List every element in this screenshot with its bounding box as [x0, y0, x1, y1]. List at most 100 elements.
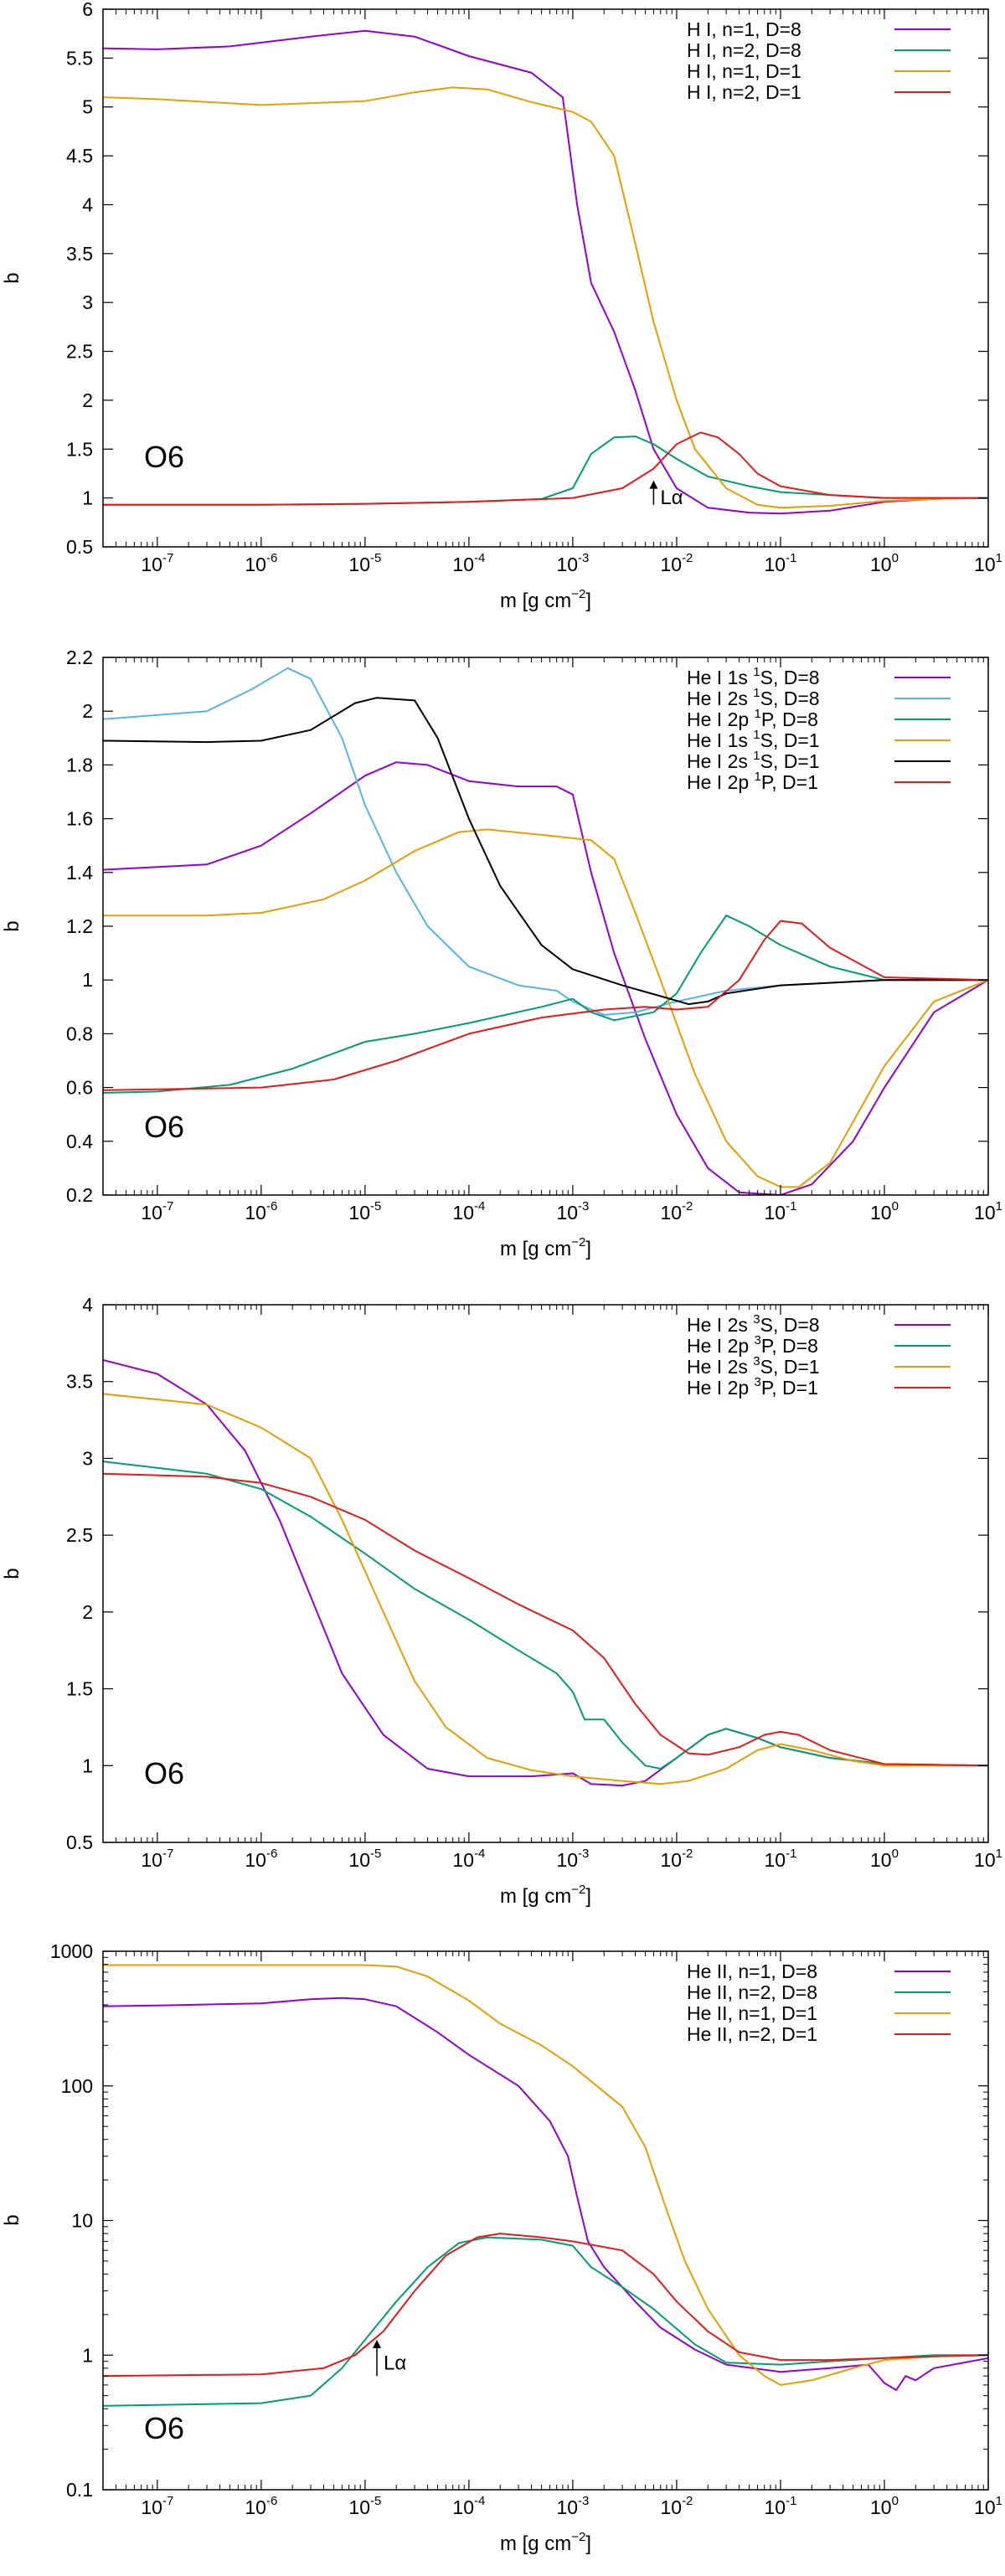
x-tick-label: 100: [870, 1847, 899, 1871]
x-tick-label: 10-4: [452, 2494, 485, 2518]
series-line-6: [103, 920, 988, 1091]
y-axis-title: b: [1, 272, 23, 283]
model-label: O6: [144, 2411, 184, 2445]
y-tick-label: 1000: [50, 1940, 93, 1962]
plot-frame: [102, 1304, 989, 1843]
series-line-2: [103, 1461, 988, 1770]
legend-entry-label: He I 2p 1P, D=8: [687, 707, 818, 730]
legend-entry-label: He II, n=2, D=8: [687, 1981, 817, 2003]
y-tick-label: 4.5: [66, 145, 93, 167]
y-axis-title: b: [1, 2214, 23, 2225]
legend-entry-label: H I, n=2, D=8: [687, 39, 801, 61]
model-label: O6: [144, 1756, 184, 1790]
y-tick-label: 0.5: [66, 1832, 93, 1853]
legend-entry-label: He I 2s 1S, D=8: [687, 686, 820, 709]
y-tick-label: 100: [61, 2075, 93, 2097]
model-label: O6: [144, 1110, 184, 1144]
legend-entry-label: He I 2p 3P, D=1: [687, 1375, 818, 1399]
plot-frame: [102, 1950, 989, 2491]
legend-entry-label: He I 2p 3P, D=8: [687, 1333, 818, 1357]
series-line-5: [103, 697, 988, 1006]
x-tick-label: 101: [974, 1199, 1002, 1224]
y-tick-label: 0.4: [66, 1131, 93, 1152]
y-tick-label: 2: [82, 389, 93, 411]
legend-entry-label: He I 1s 1S, D=1: [687, 728, 820, 751]
y-tick-label: 1: [82, 487, 93, 509]
y-tick-label: 0.5: [66, 536, 93, 558]
series-line-3: [103, 86, 988, 509]
y-tick-label: 6: [82, 0, 93, 20]
y-tick-label: 10: [71, 2210, 93, 2232]
y-tick-label: 0.8: [66, 1023, 93, 1044]
y-tick-label: 0.1: [66, 2479, 93, 2501]
x-tick-label: 10-3: [556, 1847, 589, 1871]
x-tick-label: 10-4: [452, 551, 485, 575]
plot-frame: [102, 8, 989, 548]
x-tick-label: 10-1: [764, 551, 796, 575]
series-line-2: [103, 2236, 988, 2407]
x-tick-label: 10-5: [348, 1847, 381, 1871]
x-tick-label: 101: [974, 1847, 1002, 1871]
legend-entry-label: H I, n=1, D=8: [687, 18, 801, 40]
series-line-2: [103, 667, 988, 1016]
x-axis-title: m [g cm−2]: [500, 587, 591, 612]
model-label: O6: [144, 440, 184, 474]
y-tick-label: 1: [82, 1754, 93, 1776]
legend-entry-label: H I, n=2, D=1: [687, 81, 801, 103]
x-tick-label: 10-7: [141, 551, 173, 575]
x-tick-label: 10-2: [660, 551, 693, 575]
y-tick-label: 0.2: [66, 1184, 93, 1206]
y-tick-label: 3.5: [66, 243, 93, 265]
x-tick-label: 10-4: [452, 1199, 485, 1224]
x-tick-label: 100: [870, 1199, 899, 1224]
x-tick-label: 10-2: [660, 1199, 693, 1224]
x-axis-title: m [g cm−2]: [500, 2530, 591, 2555]
legend-entry-label: He I 2s 1S, D=1: [687, 749, 820, 772]
series-line-1: [103, 1996, 988, 2391]
x-tick-label: 10-5: [348, 551, 381, 575]
y-tick-label: 1: [82, 969, 93, 991]
y-tick-label: 1.8: [66, 754, 93, 775]
y-tick-label: 2.2: [66, 647, 93, 668]
series-line-4: [103, 828, 988, 1188]
legend-entry-label: He I 1s 1S, D=8: [687, 665, 820, 688]
y-tick-label: 1.6: [66, 808, 93, 830]
y-tick-label: 2.5: [66, 1524, 93, 1546]
legend-entry-label: He I 2s 3S, D=8: [687, 1312, 820, 1336]
legend-entry-label: He I 2p 1P, D=1: [687, 770, 818, 793]
chart-panel-4: 10-7 10-6 10-5 10-4 10-3 10-2 10-1 100 101 0.1 1 10…: [1, 1940, 1002, 2555]
series-line-4: [103, 431, 988, 506]
annotation-arrowhead: [649, 480, 658, 489]
y-tick-label: 1.4: [66, 862, 93, 884]
y-tick-label: 4: [82, 193, 93, 215]
series-line-3: [103, 1393, 988, 1785]
legend-entry-label: He II, n=1, D=8: [687, 1960, 817, 1982]
plot-frame: [102, 657, 989, 1196]
series-line-1: [103, 29, 988, 515]
x-tick-label: 10-6: [245, 1199, 277, 1224]
y-tick-label: 3.5: [66, 1371, 93, 1393]
y-axis-title: b: [1, 1568, 23, 1579]
chart-panel-2: 10-7 10-6 10-5 10-4 10-3 10-2 10-1 100 101 0.2 0.4…: [1, 647, 1002, 1260]
y-tick-label: 4: [82, 1294, 93, 1316]
y-tick-label: 2: [82, 1601, 93, 1623]
legend-entry-label: He I 2s 3S, D=1: [687, 1354, 820, 1378]
x-tick-label: 10-6: [245, 1847, 277, 1871]
y-axis-title: b: [1, 920, 23, 931]
y-tick-label: 1.5: [66, 1678, 93, 1700]
x-tick-label: 100: [870, 551, 899, 575]
x-tick-label: 10-3: [556, 2494, 589, 2518]
y-tick-label: 5.5: [66, 47, 93, 69]
x-axis-title: m [g cm−2]: [500, 1235, 591, 1260]
y-tick-label: 5: [82, 96, 93, 118]
chart-panel-1: 10-7 10-6 10-5 10-4 10-3 10-2 10-1 100 101 0.5 1 1.…: [1, 0, 1002, 612]
legend-entry-label: H I, n=1, D=1: [687, 60, 801, 82]
legend-entry-label: He II, n=2, D=1: [687, 2023, 817, 2045]
x-tick-label: 10-1: [764, 2494, 796, 2518]
x-tick-label: 10-2: [660, 2494, 693, 2518]
x-tick-label: 101: [974, 2494, 1002, 2518]
legend-entry-label: He II, n=1, D=1: [687, 2002, 817, 2024]
x-tick-label: 10-5: [348, 2494, 381, 2518]
y-tick-label: 3: [82, 1447, 93, 1469]
